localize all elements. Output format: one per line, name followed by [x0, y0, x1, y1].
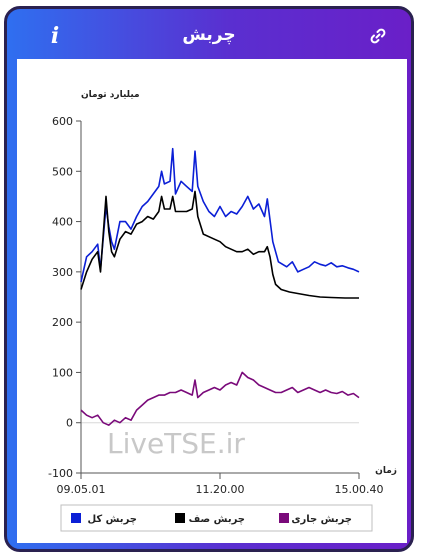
x-ticks: 09.05.01 11.20.00 15.00.40 [57, 473, 384, 496]
y-tick-label: 0 [66, 417, 73, 430]
x-tick-label: 09.05.01 [57, 483, 106, 496]
legend-swatch-queue [175, 513, 185, 523]
y-tick-label: 600 [52, 115, 73, 128]
legend-label-current: چربش جاری [291, 514, 352, 525]
legend-swatch-total [71, 513, 81, 523]
chart-panel: میلیارد تومان زمان LiveTSE.ir -100 0 100 20… [17, 59, 407, 543]
watermark: LiveTSE.ir [107, 427, 245, 460]
y-tick-label: 400 [52, 216, 73, 229]
legend-label-queue: چربش صف [189, 514, 245, 525]
x-tick-label: 11.20.00 [196, 483, 245, 496]
legend: چربش کل چربش صف چربش جاری [60, 504, 373, 532]
legend-swatch-current [279, 513, 289, 523]
y-tick-label: 500 [52, 165, 73, 178]
legend-label-total: چربش کل [87, 514, 137, 525]
series-line-queue [80, 190, 359, 299]
y-axis-label: میلیارد تومان [81, 90, 140, 100]
y-tick-label: -100 [48, 467, 73, 480]
link-icon[interactable] [369, 27, 387, 45]
series-group [80, 147, 360, 426]
series-line-total [80, 147, 360, 283]
chart-card: i چربش میلیارد تومان زمان LiveTSE.ir -10… [4, 6, 414, 552]
y-tick-label: 100 [52, 366, 73, 379]
card-title: چربش [182, 25, 236, 45]
card-header: i چربش [7, 9, 411, 61]
y-ticks: -100 0 100 200 300 400 500 600 [48, 115, 81, 480]
x-axis-label: زمان [375, 466, 397, 476]
series-line-current [80, 371, 360, 426]
info-icon[interactable]: i [50, 23, 60, 49]
y-tick-label: 200 [52, 316, 73, 329]
y-tick-label: 300 [52, 266, 73, 279]
line-chart: میلیارد تومان زمان LiveTSE.ir -100 0 100 20… [48, 90, 397, 532]
x-tick-label: 15.00.40 [335, 483, 384, 496]
